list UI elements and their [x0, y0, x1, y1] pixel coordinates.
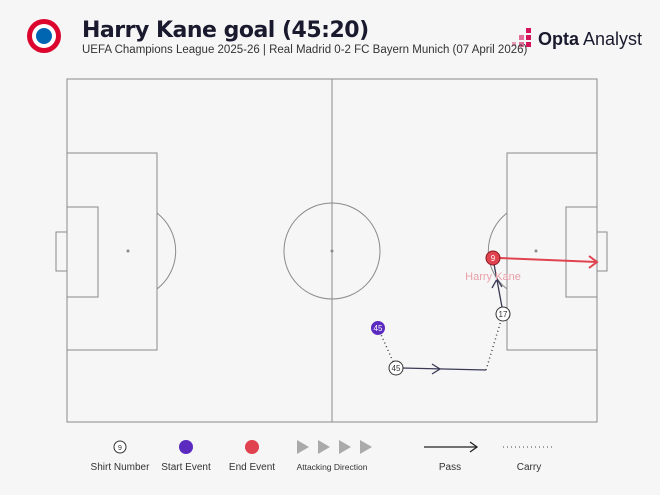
legend-icons: 9: [113, 440, 554, 454]
pass-origin-number: 45: [392, 364, 401, 373]
legend-carry: Carry: [516, 462, 542, 473]
brand-logo: Opta Analyst: [538, 29, 642, 50]
page-subtitle: UEFA Champions League 2025-26 | Real Mad…: [82, 44, 528, 56]
carry-end-marker: [495, 306, 511, 322]
legend-start-event: Start Event: [161, 462, 211, 473]
shot-line: [498, 255, 599, 269]
legend-end-event: End Event: [228, 462, 276, 473]
pass-line: [401, 263, 503, 375]
brand-light: Analyst: [583, 29, 643, 49]
legend-attacking-direction: Attacking Direction: [296, 462, 368, 472]
pass-origin-marker: [388, 360, 404, 376]
start-event-number: 45: [374, 324, 383, 333]
end-event-marker: [485, 250, 501, 266]
brand-bold: Opta: [538, 29, 580, 49]
carry-end-number: 17: [499, 310, 508, 319]
pass-legend-icon: [424, 441, 479, 453]
legend-pass: Pass: [438, 462, 462, 473]
end-event-number: 9: [491, 254, 496, 263]
page-title: Harry Kane goal (45:20): [82, 18, 369, 43]
club-logo: [27, 19, 61, 53]
opta-logo-icon: [512, 28, 531, 47]
player-label: Harry Kane: [465, 271, 521, 283]
start-event-marker: [371, 321, 385, 335]
attacking-direction-icon: [297, 440, 372, 454]
legend-shirt-example: 9: [118, 445, 122, 452]
legend-shirt-number: Shirt Number: [90, 462, 150, 473]
pitch-lines: [55, 78, 608, 423]
